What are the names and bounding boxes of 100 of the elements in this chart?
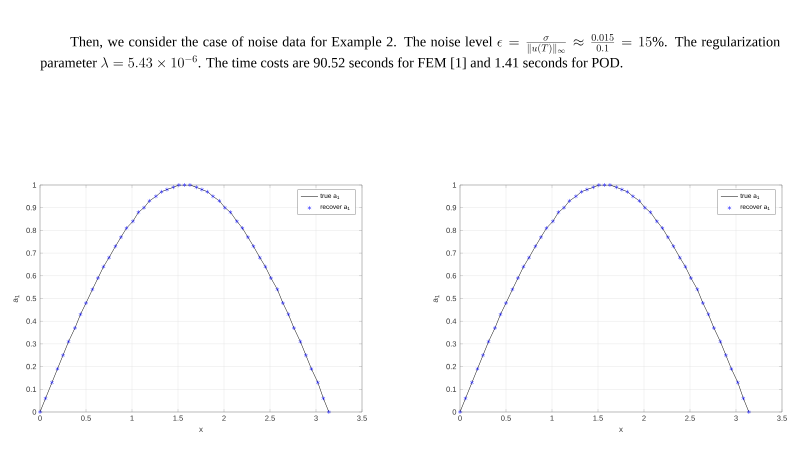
point xyxy=(539,235,543,240)
point xyxy=(114,244,118,248)
point xyxy=(206,190,210,194)
text: $\lambda = 5.43 \times 10^{-6}$ xyxy=(101,55,197,68)
point xyxy=(631,194,635,199)
x-axis-title: x xyxy=(619,428,623,432)
point xyxy=(44,396,48,401)
point xyxy=(107,255,111,260)
point xyxy=(568,198,572,204)
point xyxy=(746,410,751,414)
point xyxy=(90,287,94,292)
point xyxy=(470,380,474,385)
point xyxy=(666,235,670,240)
point xyxy=(263,264,268,269)
point xyxy=(534,244,538,248)
point xyxy=(38,410,42,414)
point xyxy=(608,182,612,188)
text: parameter xyxy=(40,59,97,70)
point xyxy=(292,326,296,330)
point xyxy=(130,219,135,224)
point xyxy=(326,410,331,414)
point xyxy=(200,187,204,192)
point xyxy=(614,185,618,190)
point xyxy=(522,264,526,269)
point xyxy=(736,380,740,385)
point xyxy=(154,194,158,199)
point xyxy=(504,300,508,306)
point xyxy=(124,226,128,230)
point xyxy=(741,396,746,401)
point xyxy=(712,326,716,330)
point xyxy=(165,187,169,192)
point xyxy=(700,300,705,306)
point xyxy=(574,194,578,199)
point xyxy=(316,380,320,385)
y-axis-title: a$_{1}$ xyxy=(14,295,20,302)
point xyxy=(66,339,70,344)
text: Then, we consider the case of noise data for Example 2. The noise level xyxy=(70,36,492,50)
point xyxy=(580,190,584,194)
point xyxy=(96,276,100,280)
point xyxy=(78,312,82,317)
point xyxy=(61,353,65,358)
point xyxy=(234,219,239,224)
point xyxy=(228,210,232,214)
point xyxy=(464,396,468,401)
point xyxy=(286,312,290,317)
point xyxy=(280,300,285,306)
point xyxy=(626,190,630,194)
point xyxy=(498,312,502,317)
point xyxy=(160,190,164,194)
point xyxy=(678,255,682,260)
text: $\epsilon = \frac{\sigma}{\|u(T)\|_{\infty}} \approx \frac{0.015}{0.1} = 15\%$ xyxy=(498,34,664,54)
point xyxy=(620,187,624,192)
point xyxy=(222,205,227,210)
point xyxy=(142,205,146,210)
point xyxy=(73,326,77,330)
text: . The regularization xyxy=(664,36,780,50)
point xyxy=(688,276,693,280)
point xyxy=(211,194,215,199)
point xyxy=(188,182,192,188)
point xyxy=(321,396,326,401)
point xyxy=(194,185,198,190)
point xyxy=(585,187,589,192)
point xyxy=(493,326,497,330)
point xyxy=(602,182,606,188)
point xyxy=(252,244,256,248)
point xyxy=(476,366,480,372)
point xyxy=(527,255,531,260)
point xyxy=(258,255,262,260)
point xyxy=(672,244,676,248)
point xyxy=(246,235,250,240)
point xyxy=(596,182,601,188)
point xyxy=(562,205,566,210)
point xyxy=(695,287,700,292)
point xyxy=(654,219,659,224)
x-axis-title: x xyxy=(199,428,203,432)
point xyxy=(510,287,514,292)
text: . The time costs are 90.52 seconds for FEM [1] and 1.41 seconds for POD. xyxy=(198,57,622,70)
point xyxy=(648,210,652,214)
point xyxy=(706,312,710,317)
point xyxy=(642,205,647,210)
point xyxy=(217,198,222,204)
point xyxy=(275,287,280,292)
point xyxy=(729,366,734,372)
point xyxy=(84,300,88,306)
point xyxy=(724,353,728,358)
y-axis-title: a$_{1}$ xyxy=(434,295,440,302)
point xyxy=(591,185,596,190)
point xyxy=(136,210,140,214)
point xyxy=(148,198,152,204)
point xyxy=(171,185,176,190)
point xyxy=(458,410,462,414)
point xyxy=(102,264,106,269)
point xyxy=(718,339,722,344)
point xyxy=(268,276,273,280)
point xyxy=(544,226,548,230)
point xyxy=(481,353,485,358)
point xyxy=(56,366,60,372)
point xyxy=(50,380,54,385)
point xyxy=(556,210,560,214)
point xyxy=(309,366,314,372)
